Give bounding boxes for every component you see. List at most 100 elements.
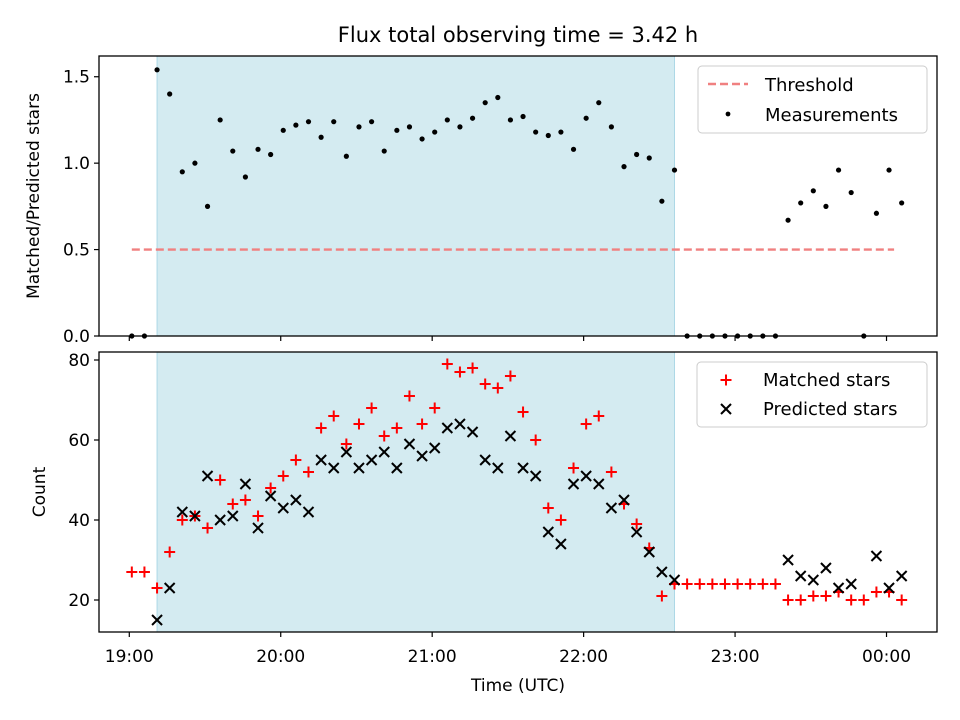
measurement-point: [634, 151, 640, 158]
predicted-star-point: [883, 582, 895, 594]
bottom-legend-predicted-swatch: [720, 403, 732, 415]
bottom-legend-predicted-label: Predicted stars: [763, 399, 897, 420]
matched-star-point: [126, 566, 138, 578]
measurement-point: [785, 217, 791, 223]
chart-title: Flux total observing time = 3.42 h: [338, 23, 698, 47]
y-tick-label: 0.0: [63, 327, 90, 347]
matched-star-point: [353, 418, 365, 430]
y-tick-label: 40: [68, 511, 90, 531]
matched-star-point: [429, 402, 441, 414]
top-panel: 0.0 0.5 1.0 1.5 Matched/Predicted stars Thr…: [24, 55, 938, 347]
predicted-star-point: [239, 478, 252, 490]
predicted-star-point: [492, 462, 504, 474]
predicted-star-point: [845, 578, 857, 590]
matched-star-point: [315, 422, 327, 434]
predicted-star-point: [504, 430, 517, 442]
measurement-point: [167, 91, 173, 97]
predicted-star-point: [328, 462, 340, 474]
predicted-star-point: [542, 526, 554, 538]
matched-star-point: [138, 566, 150, 578]
bottom-legend-box: [696, 361, 928, 428]
predicted-star-point: [895, 570, 908, 582]
predicted-star-point: [378, 446, 390, 458]
top-panel-frame: [98, 55, 938, 337]
measurement-point: [242, 174, 248, 180]
top-panel-ylabel: Matched/Predicted stars: [24, 93, 44, 299]
predicted-star-point: [302, 506, 315, 518]
measurement-point: [823, 203, 829, 209]
measurement-point: [204, 203, 211, 209]
matched-star-point: [795, 594, 807, 606]
matched-star-point: [656, 590, 668, 602]
matched-star-point: [176, 514, 188, 526]
predicted-star-point: [643, 546, 655, 558]
predicted-star-point: [391, 462, 403, 474]
measurement-point: [192, 160, 198, 166]
matched-star-point: [492, 382, 504, 394]
predicted-star-point: [290, 494, 302, 506]
measurement-point: [810, 188, 816, 194]
x-tick-label: 20:00: [256, 647, 305, 667]
measurement-point: [179, 169, 185, 175]
predicted-star-point: [176, 506, 189, 518]
predicted-star-point: [820, 562, 832, 574]
predicted-star-point: [365, 454, 378, 466]
measurement-point: [558, 129, 564, 135]
measurement-point: [419, 136, 425, 142]
predicted-star-point: [163, 582, 176, 594]
top-panel-legend: Threshold Measurements: [697, 65, 928, 134]
measurement-point: [886, 167, 892, 173]
predicted-star-point: [277, 502, 289, 514]
matched-star-point: [858, 594, 870, 606]
predicted-star-point: [466, 426, 479, 438]
matched-star-point: [441, 358, 453, 370]
matched-star-point: [631, 518, 643, 530]
x-tick-label: 19:00: [105, 647, 154, 667]
y-tick-label: 1.5: [63, 68, 90, 88]
predicted-star-point: [517, 462, 529, 474]
matched-star-point: [820, 590, 832, 602]
matched-star-point: [542, 502, 554, 514]
measurement-point: [255, 146, 261, 152]
predicted-star-point: [555, 538, 567, 550]
measurement-point: [293, 122, 299, 128]
predicted-star-point: [529, 470, 542, 482]
matched-star-point: [694, 578, 706, 590]
matched-star-point: [896, 594, 908, 606]
measurement-point: [570, 146, 577, 152]
bottom-panel-legend: Matched stars Predicted stars: [696, 361, 928, 428]
matched-star-point: [214, 474, 226, 486]
x-tick-label: 00:00: [862, 647, 911, 667]
predicted-star-point: [428, 442, 441, 454]
x-tick-label: 23:00: [711, 647, 760, 667]
x-tick-label: 22:00: [559, 647, 608, 667]
predicted-star-point: [580, 470, 592, 482]
bottom-panel-ylabel: Count: [30, 466, 50, 517]
matched-star-point: [290, 454, 302, 466]
measurement-point: [545, 132, 551, 139]
matched-star-point: [744, 578, 756, 590]
predicted-star-point: [807, 574, 820, 586]
matched-star-point: [593, 410, 605, 422]
measurement-point: [305, 119, 312, 125]
measurement-point: [520, 113, 526, 120]
measurement-point: [507, 117, 514, 123]
predicted-star-point: [870, 550, 883, 562]
predicted-star-point: [353, 462, 365, 474]
measurement-point: [318, 134, 324, 140]
matched-star-point: [202, 522, 214, 534]
predicted-star-point: [567, 478, 580, 490]
predicted-star-point: [189, 510, 201, 522]
measurement-point: [268, 151, 274, 158]
y-tick-label: 60: [68, 431, 90, 451]
measurement-point: [154, 67, 160, 73]
measurement-point: [646, 155, 652, 161]
predicted-star-point: [593, 478, 605, 490]
matched-star-point: [605, 466, 617, 478]
predicted-star-point: [479, 454, 491, 466]
matched-star-point: [467, 362, 479, 374]
y-tick-label: 0.5: [63, 241, 90, 261]
bottom-legend-matched-swatch: [720, 374, 732, 386]
measurement-point: [495, 94, 501, 101]
predicted-star-point: [656, 566, 668, 578]
